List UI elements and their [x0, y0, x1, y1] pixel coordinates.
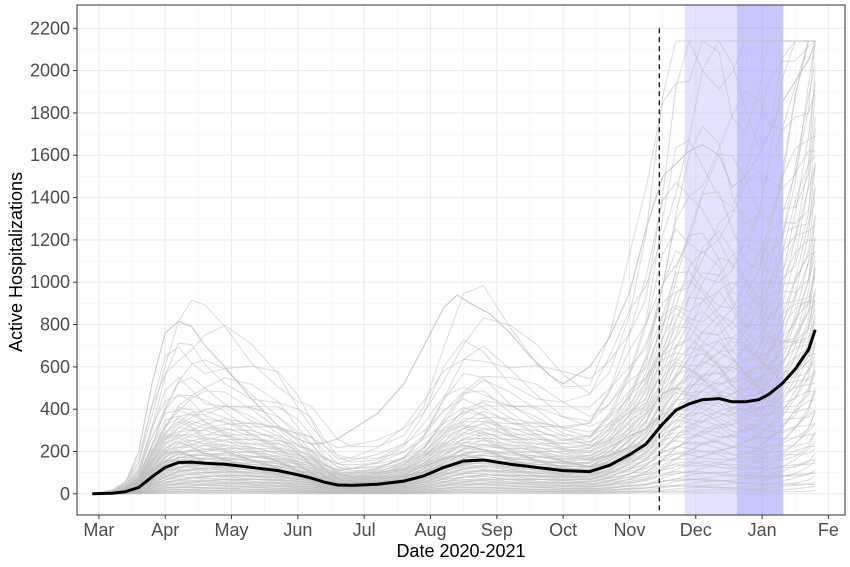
- simulation-line: [92, 370, 816, 495]
- simulation-line: [92, 40, 816, 495]
- simulation-line: [92, 237, 816, 495]
- plot-panel-border: [76, 4, 846, 516]
- simulation-line: [92, 382, 816, 495]
- y-tick-label: 600: [40, 357, 70, 377]
- simulation-line: [92, 473, 816, 495]
- simulation-line: [92, 321, 816, 495]
- simulation-line: [92, 423, 816, 495]
- y-tick-label: 1400: [30, 188, 70, 208]
- simulation-line: [92, 353, 816, 495]
- simulation-line: [92, 62, 816, 495]
- x-tick-label: Apr: [151, 520, 179, 540]
- simulation-line: [92, 40, 816, 495]
- simulation-line: [92, 40, 816, 495]
- simulation-line: [92, 40, 816, 495]
- simulation-line: [92, 462, 816, 495]
- x-tick-label: Nov: [613, 520, 645, 540]
- simulation-line: [92, 469, 816, 495]
- y-tick-label: 0: [60, 484, 70, 504]
- simulation-line: [92, 409, 816, 495]
- y-tick-label: 1800: [30, 103, 70, 123]
- simulation-line: [92, 68, 816, 495]
- simulation-line: [92, 200, 816, 495]
- simulation-line: [92, 117, 816, 495]
- simulation-line: [92, 40, 816, 495]
- x-tick-label: Sep: [481, 520, 513, 540]
- simulation-line: [92, 39, 816, 495]
- y-tick-label: 1600: [30, 145, 70, 165]
- simulation-line: [92, 482, 816, 495]
- simulation-line: [92, 431, 816, 495]
- simulation-line: [92, 360, 816, 495]
- simulation-line: [92, 187, 816, 495]
- simulation-line: [92, 82, 816, 495]
- simulation-line: [92, 40, 816, 495]
- simulation-line: [92, 93, 816, 495]
- simulation-line: [92, 362, 816, 495]
- simulation-line: [92, 162, 816, 495]
- simulation-line: [92, 445, 816, 495]
- x-tick-label: Jul: [353, 520, 376, 540]
- simulation-line: [92, 40, 816, 495]
- y-tick-label: 1200: [30, 230, 70, 250]
- simulation-line: [92, 156, 816, 495]
- x-tick-label: Jun: [283, 520, 312, 540]
- simulation-line: [92, 399, 816, 495]
- x-axis: Mar Apr May Jun Jul Aug Sep Oct Nov Dec Jan Fe: [83, 515, 839, 540]
- x-tick-label: Oct: [549, 520, 577, 540]
- x-tick-label: Mar: [83, 520, 114, 540]
- simulation-line: [92, 276, 816, 495]
- simulation-line: [92, 342, 816, 495]
- y-tick-label: 400: [40, 399, 70, 419]
- simulation-line: [92, 391, 816, 495]
- simulation-line: [92, 294, 816, 495]
- y-tick-label: 2200: [30, 18, 70, 38]
- y-tick-label: 1000: [30, 272, 70, 292]
- simulation-line: [92, 300, 816, 495]
- y-axis: 0 200 400 600 800 1000 1200 1400 1600 1800 2000 220…: [30, 18, 77, 504]
- simulation-line: [92, 216, 816, 495]
- simulation-line: [92, 448, 816, 495]
- simulation-line: [92, 150, 816, 495]
- simulation-ensemble: [92, 39, 816, 495]
- x-tick-label: May: [215, 520, 249, 540]
- simulation-line: [92, 89, 816, 495]
- x-tick-label: Jan: [748, 520, 777, 540]
- x-axis-title: Date 2020-2021: [396, 541, 525, 561]
- simulation-line: [92, 252, 816, 495]
- simulation-line: [92, 490, 816, 495]
- simulation-line: [92, 40, 816, 495]
- simulation-line: [92, 452, 816, 495]
- simulation-line: [92, 288, 816, 495]
- simulation-line: [92, 267, 816, 495]
- simulation-line: [92, 255, 816, 495]
- simulation-line: [92, 316, 816, 495]
- y-tick-label: 200: [40, 442, 70, 462]
- simulation-line: [92, 260, 816, 495]
- x-tick-label: Aug: [414, 520, 446, 540]
- simulation-line: [92, 135, 816, 495]
- shaded-regions: [684, 5, 784, 515]
- simulation-line: [92, 309, 816, 495]
- x-tick-label: Dec: [680, 520, 712, 540]
- y-axis-title: Active Hospitalizations: [6, 172, 26, 352]
- simulation-line-upper: [92, 42, 816, 495]
- simulation-line: [92, 440, 816, 495]
- simulation-line: [92, 459, 816, 495]
- simulation-line: [92, 214, 816, 495]
- median-series-line: [92, 329, 817, 496]
- y-tick-label: 800: [40, 315, 70, 335]
- simulation-line: [92, 40, 816, 495]
- simulation-line: [92, 224, 816, 495]
- simulation-line: [92, 347, 816, 495]
- x-tick-label: Fe: [818, 520, 839, 540]
- y-tick-label: 2000: [30, 61, 70, 81]
